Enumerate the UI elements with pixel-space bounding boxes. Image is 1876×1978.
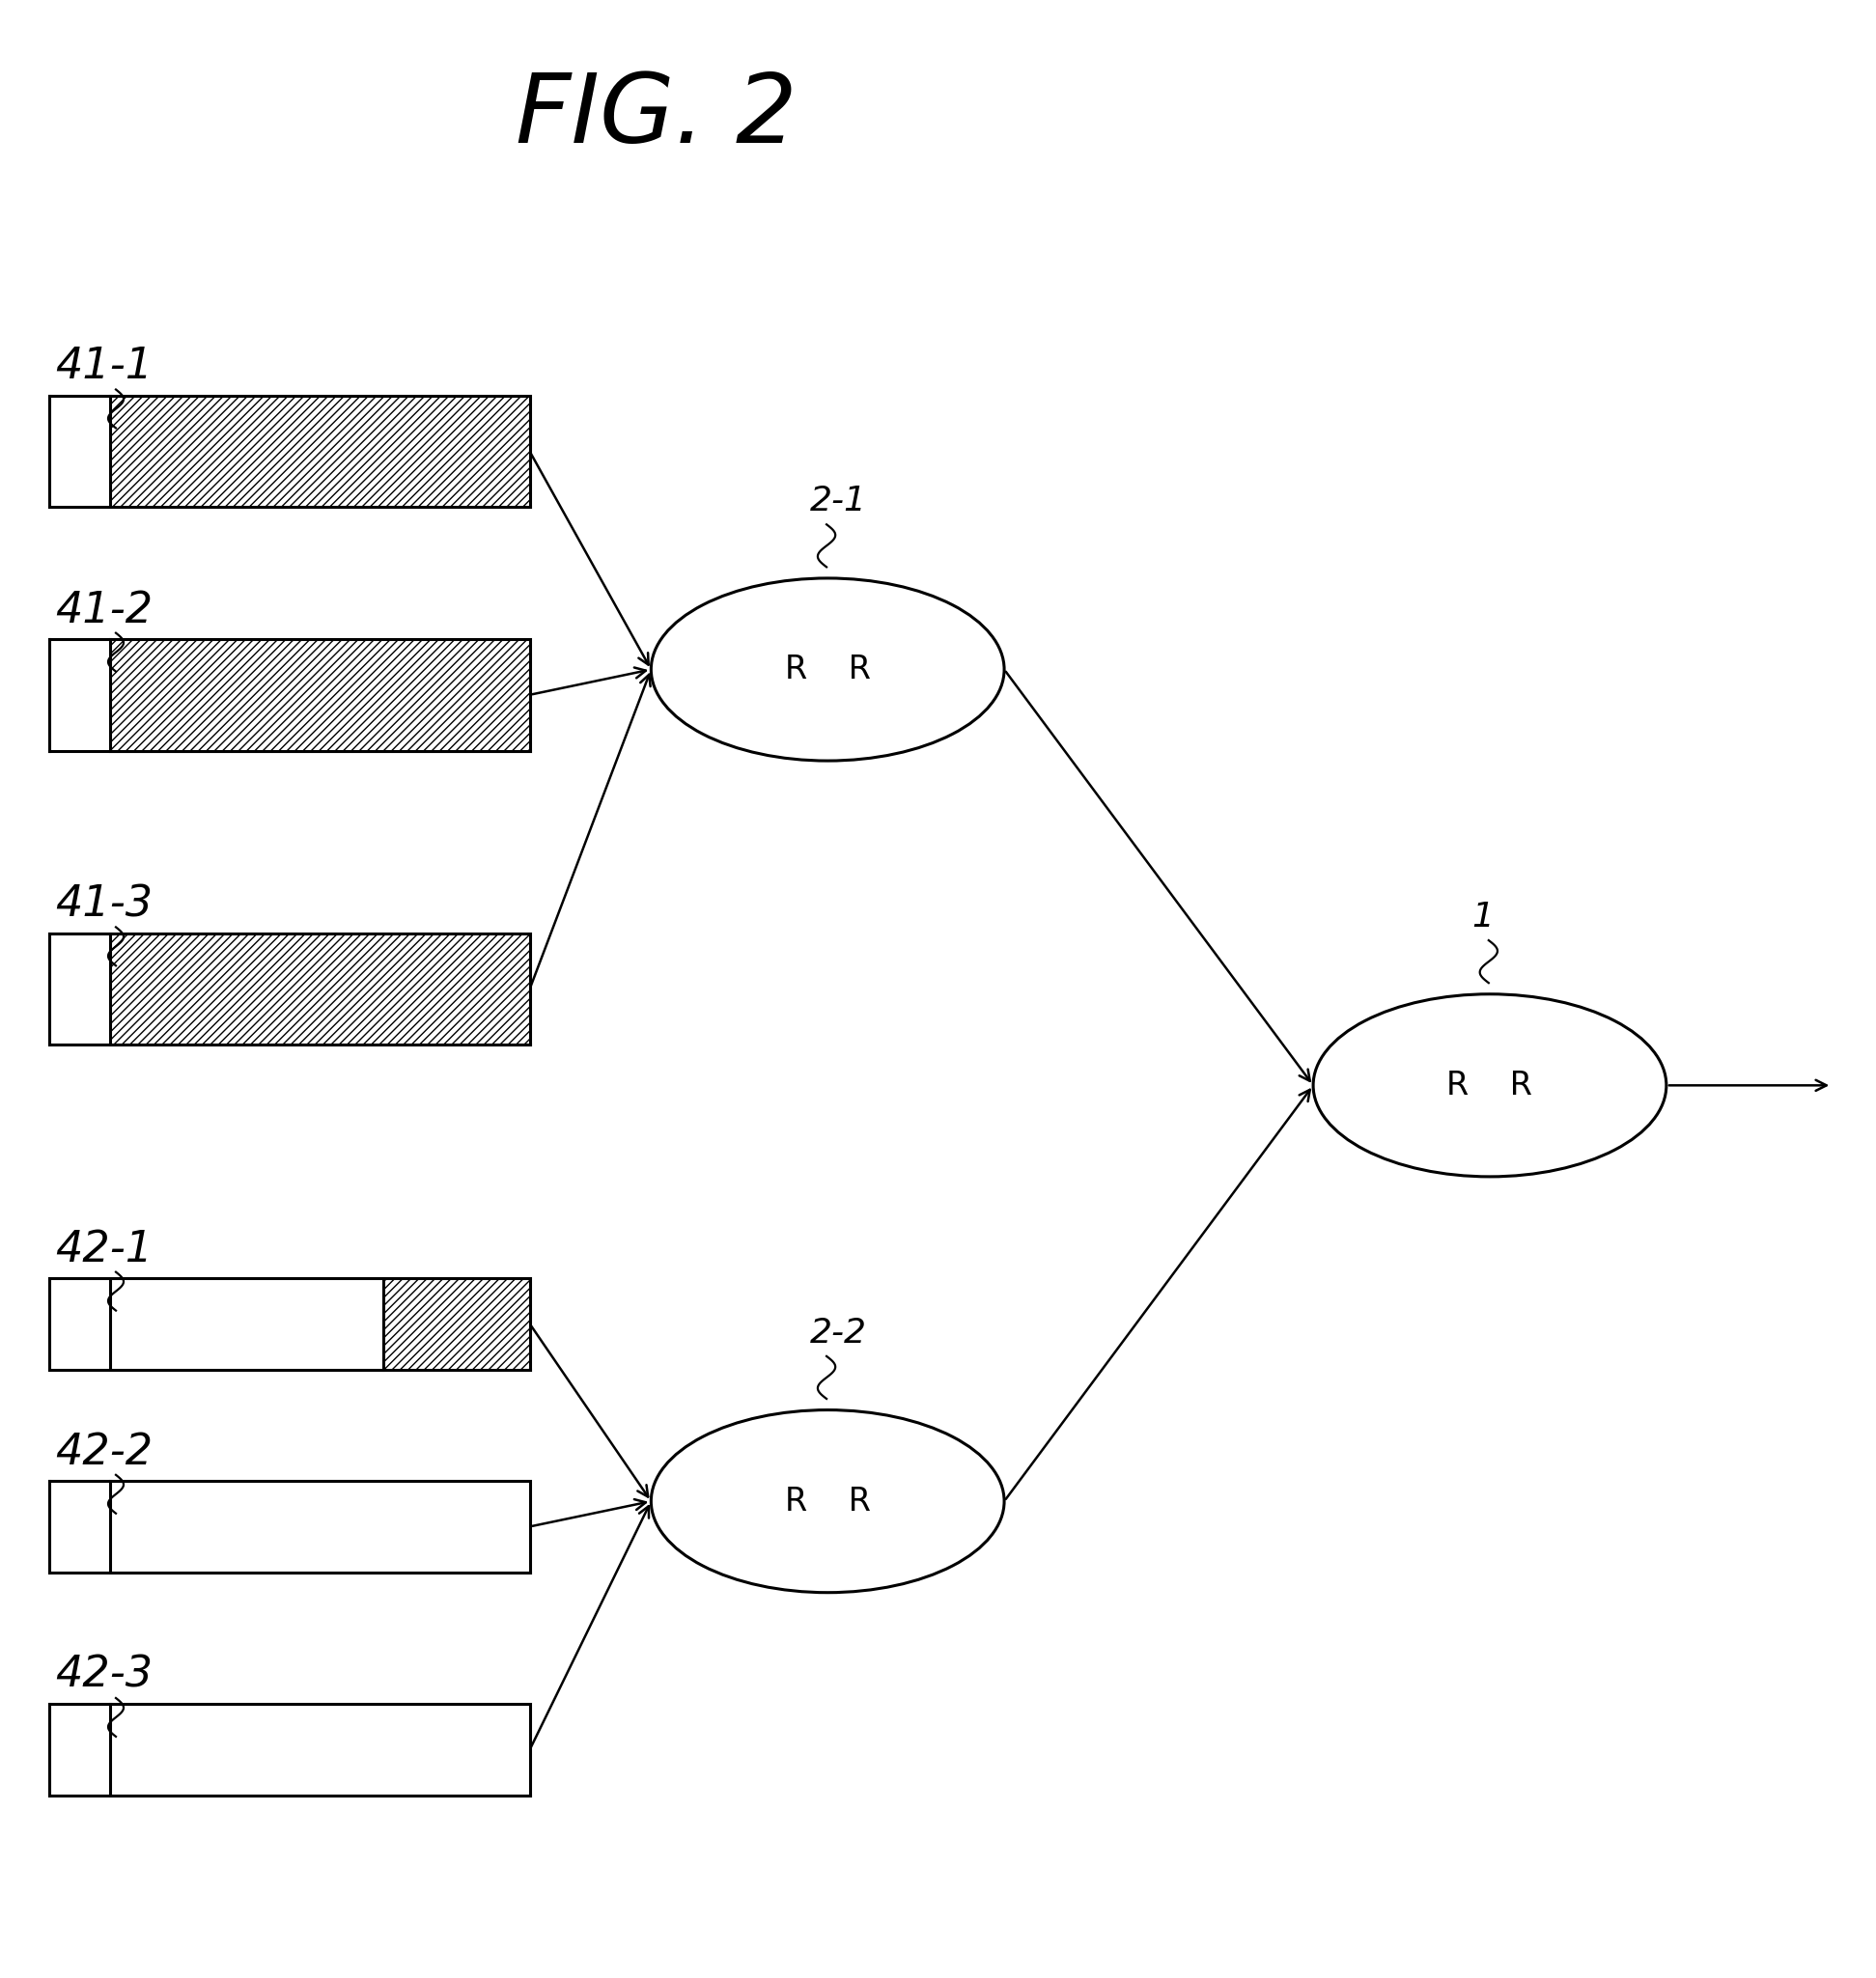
Text: 1: 1 [1473,900,1495,934]
Text: 41-3: 41-3 [54,884,152,926]
Ellipse shape [651,578,1004,762]
Text: 42-3: 42-3 [54,1654,152,1695]
Bar [111,1705,529,1796]
Bar [111,396,529,506]
Text: 42-1: 42-1 [54,1228,152,1270]
Bar [383,1278,529,1369]
Text: 42-2: 42-2 [54,1432,152,1474]
Text: R    R: R R [1446,1070,1533,1102]
Ellipse shape [651,1410,1004,1592]
Bar [111,1482,529,1573]
Text: 2-2: 2-2 [810,1315,867,1349]
Bar [111,1278,383,1369]
Bar [111,934,529,1044]
Text: 41-2: 41-2 [54,589,152,631]
Ellipse shape [1313,995,1666,1177]
Text: FIG. 2: FIG. 2 [516,69,797,162]
Text: R    R: R R [784,653,870,686]
Text: 41-1: 41-1 [54,346,152,388]
Text: R    R: R R [784,1485,870,1517]
Bar [111,639,529,750]
Text: 2-1: 2-1 [810,485,867,518]
